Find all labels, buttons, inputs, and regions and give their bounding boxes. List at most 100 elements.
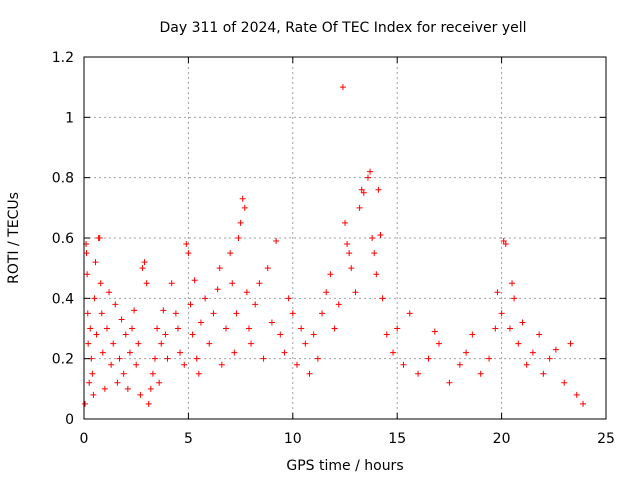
data-point [469,331,476,338]
data-point [154,325,161,332]
data-point [277,331,284,338]
x-tick-label: 15 [388,431,406,447]
data-point [377,231,384,238]
y-tick-label: 0 [65,412,74,428]
data-point [268,319,275,326]
chart-title: Day 311 of 2024, Rate Of TEC Index for r… [159,20,526,36]
data-point [237,219,244,226]
data-point [506,325,513,332]
data-points [82,84,587,407]
data-point [231,349,238,356]
data-point [86,379,93,386]
data-point [185,250,192,257]
data-point [83,250,90,257]
data-point [323,289,330,296]
data-point [143,280,150,287]
data-point [400,361,407,368]
data-point [580,400,587,407]
data-point [84,271,91,278]
data-point [383,331,390,338]
data-point [573,391,580,398]
data-point [494,289,501,296]
data-point [131,307,138,314]
data-point [112,301,119,308]
data-point [273,238,280,245]
data-point [151,355,158,362]
data-point [139,265,146,272]
y-tick-label: 0.4 [52,291,74,307]
data-point [183,241,190,248]
data-point [356,204,363,211]
data-point [379,295,386,302]
data-point [342,219,348,226]
data-point [214,286,221,293]
data-point [319,310,326,317]
data-point [229,280,236,287]
data-point [509,280,516,287]
data-point [546,355,553,362]
data-point [364,174,371,181]
data-point [122,331,129,338]
data-point [415,370,422,377]
data-point [222,325,229,332]
data-point [406,310,413,317]
x-tick-label: 20 [493,431,511,447]
data-point [360,189,367,196]
data-point [129,325,136,332]
data-point [302,340,309,347]
data-point [106,289,113,296]
data-point [158,340,165,347]
y-tick-label: 0.8 [52,171,74,187]
y-tick-label: 0.2 [52,352,74,368]
data-point [252,301,259,308]
data-point [124,385,131,392]
data-point [187,301,194,308]
data-point [285,295,292,302]
data-point [210,310,217,317]
data-point [477,370,484,377]
data-point [245,325,252,332]
data-point [540,370,547,377]
data-point [195,370,202,377]
data-point [193,355,200,362]
data-point [202,295,209,302]
data-point [314,355,321,362]
data-point [344,241,351,248]
data-point [335,301,342,308]
data-point [235,235,242,241]
data-point [435,340,442,347]
data-point [87,325,94,332]
data-point [92,259,99,266]
data-point [168,280,175,287]
y-axis-label: ROTI / TECUs [6,192,22,284]
data-point [89,370,96,377]
data-point [116,355,123,362]
data-point [141,259,148,266]
data-point [93,331,100,338]
data-point [241,204,248,211]
data-point [375,186,382,193]
y-tick-label: 0.6 [52,231,74,247]
data-point [233,310,240,317]
data-point [529,349,536,356]
data-point [394,325,401,332]
data-point [425,355,432,362]
data-point [206,340,213,347]
data-point [289,310,296,317]
data-point [390,349,397,356]
data-point [82,400,89,407]
x-axis-label: GPS time / hours [286,458,403,474]
data-point [373,271,380,278]
y-tick-label: 1.2 [52,50,74,66]
data-point [172,310,179,317]
data-point [248,340,255,347]
data-point [177,349,184,356]
data-point [348,265,355,272]
data-point [135,340,142,347]
data-point [91,295,98,302]
data-point [306,370,313,377]
data-point [84,310,91,317]
data-point [367,168,374,175]
data-point [85,340,92,347]
